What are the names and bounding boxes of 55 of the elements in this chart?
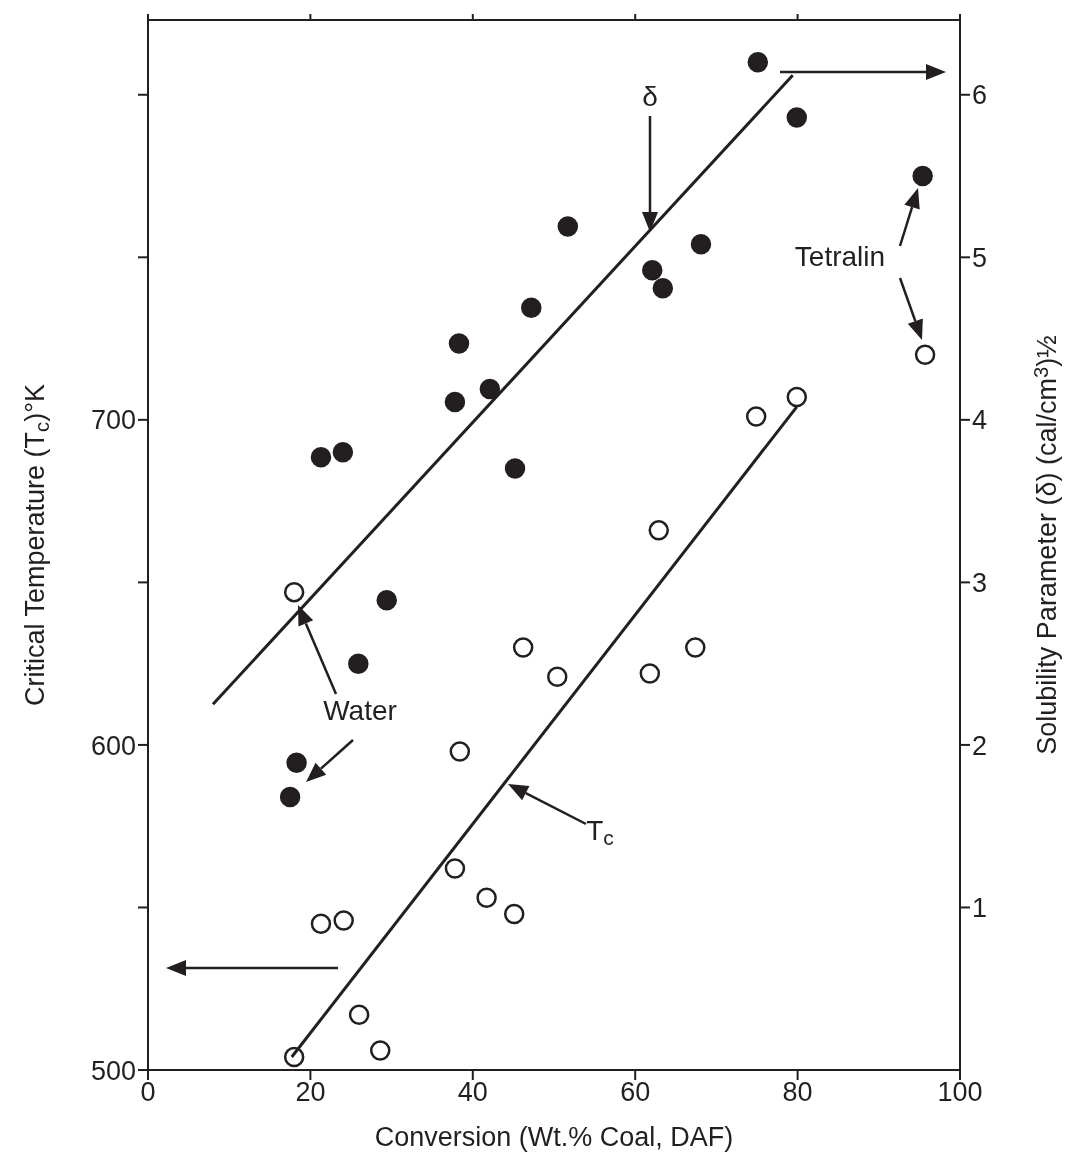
point bbox=[642, 260, 663, 281]
point bbox=[286, 752, 307, 774]
y2-tick-label: 2 bbox=[972, 730, 988, 761]
x-tick-label: 20 bbox=[295, 1077, 326, 1108]
y2-tick-label: 6 bbox=[972, 80, 988, 111]
x-tick-label: 100 bbox=[937, 1077, 983, 1108]
point bbox=[376, 590, 397, 611]
point bbox=[912, 165, 933, 187]
y-tick-label: 700 bbox=[90, 405, 136, 436]
x-tick-label: 40 bbox=[457, 1077, 488, 1108]
point bbox=[333, 910, 354, 931]
x-axis-title: Conversion (Wt.% Coal, DAF) bbox=[374, 1122, 734, 1152]
y-tick-label: 500 bbox=[90, 1055, 136, 1086]
point bbox=[348, 1004, 370, 1025]
point bbox=[747, 52, 769, 73]
y2-tick-label: 4 bbox=[972, 405, 988, 436]
x-tick-label: 80 bbox=[782, 1077, 813, 1108]
point bbox=[521, 297, 542, 318]
x-tick-label: 0 bbox=[140, 1077, 156, 1108]
point bbox=[914, 344, 936, 366]
point bbox=[745, 406, 767, 427]
point bbox=[279, 786, 301, 808]
point bbox=[503, 903, 525, 925]
point bbox=[786, 386, 808, 408]
point bbox=[786, 107, 808, 128]
point bbox=[685, 637, 706, 658]
point bbox=[557, 216, 579, 237]
point bbox=[332, 442, 354, 463]
point bbox=[504, 458, 526, 479]
point bbox=[369, 1040, 391, 1061]
point bbox=[449, 741, 471, 762]
point bbox=[310, 913, 332, 934]
point bbox=[648, 520, 669, 541]
y-tick-label: 600 bbox=[90, 730, 136, 761]
point bbox=[639, 663, 661, 684]
y2-tick-label: 1 bbox=[972, 893, 988, 924]
point bbox=[479, 378, 501, 400]
annotation: δ bbox=[642, 81, 658, 112]
point bbox=[444, 858, 466, 879]
point bbox=[476, 887, 497, 908]
point bbox=[444, 391, 466, 413]
y2-tick-label: 3 bbox=[972, 567, 988, 598]
annotation: T$_{c}$ bbox=[586, 815, 614, 850]
point bbox=[448, 333, 470, 354]
point bbox=[283, 581, 305, 603]
point bbox=[348, 653, 369, 674]
annotation: Water bbox=[323, 695, 397, 726]
x-tick-label: 60 bbox=[620, 1077, 651, 1108]
annotation: Tetralin bbox=[794, 241, 886, 272]
y2-tick-label: 5 bbox=[972, 242, 988, 273]
point bbox=[547, 666, 568, 687]
point bbox=[652, 277, 674, 299]
point bbox=[690, 234, 712, 255]
point bbox=[310, 446, 332, 468]
point bbox=[512, 637, 534, 658]
